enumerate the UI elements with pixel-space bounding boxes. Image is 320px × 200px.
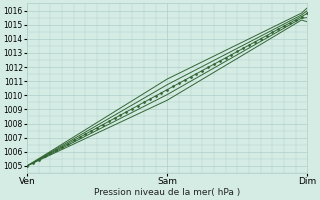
X-axis label: Pression niveau de la mer( hPa ): Pression niveau de la mer( hPa ) — [94, 188, 240, 197]
